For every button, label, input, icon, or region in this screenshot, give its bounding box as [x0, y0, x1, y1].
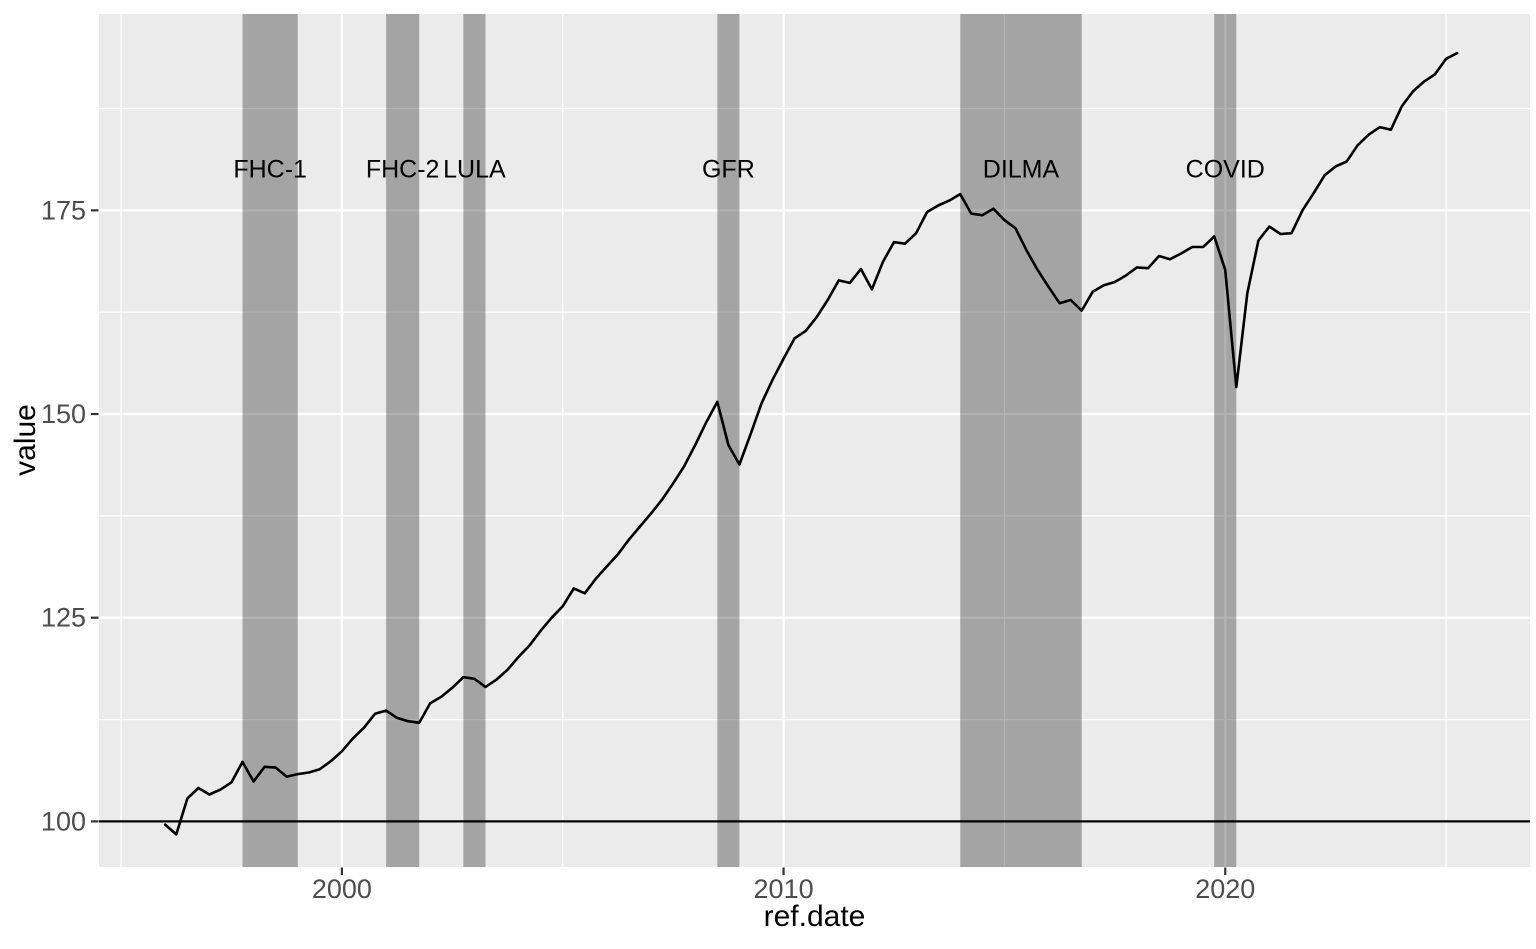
y-tick-label-125: 125 [41, 603, 86, 633]
band-label-covid: COVID [1186, 156, 1265, 184]
y-axis-title: value [9, 404, 42, 476]
x-axis-title: ref.date [763, 900, 866, 933]
band-fhc-2 [386, 14, 420, 867]
y-tick-label-100: 100 [41, 806, 86, 836]
x-tick-label-2010: 2010 [754, 874, 814, 904]
band-label-lula: LULA [443, 156, 506, 184]
band-label-dilma: DILMA [983, 156, 1060, 184]
band-lula [463, 14, 486, 867]
y-tick-label-175: 175 [41, 195, 86, 225]
band-label-fhc-1: FHC-1 [233, 156, 307, 184]
x-tick-label-2020: 2020 [1195, 874, 1255, 904]
y-tick-label-150: 150 [41, 399, 86, 429]
x-tick-label-2000: 2000 [312, 874, 372, 904]
band-dilma [960, 14, 1082, 867]
band-covid [1214, 14, 1237, 867]
series-line-value [163, 51, 1459, 836]
plot-panel [99, 14, 1530, 867]
band-label-gfr: GFR [702, 156, 755, 184]
band-label-fhc-2: FHC-2 [366, 156, 440, 184]
band-fhc-1 [242, 14, 298, 867]
